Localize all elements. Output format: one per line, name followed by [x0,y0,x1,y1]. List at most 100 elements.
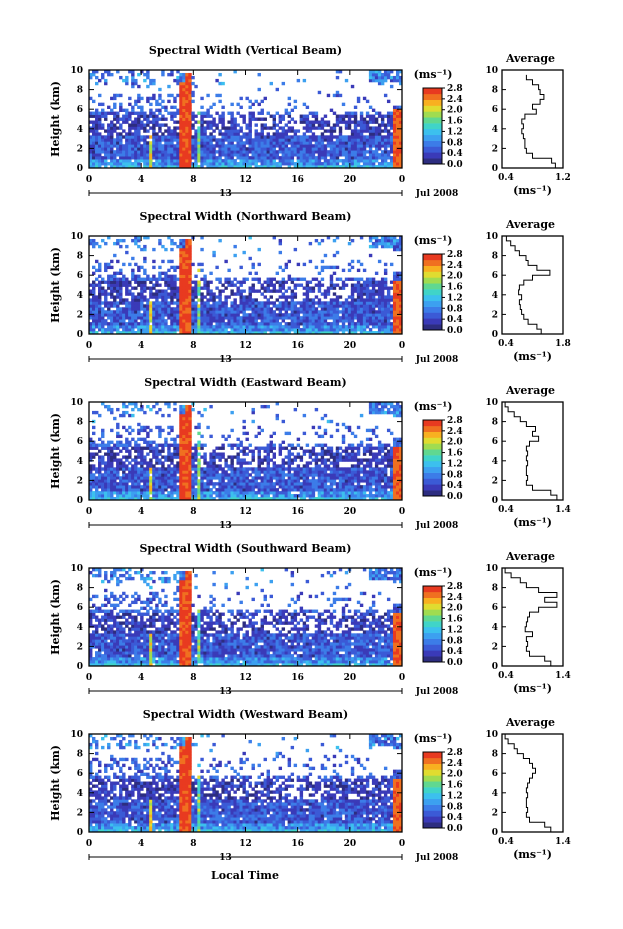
heatmap-cell [119,488,123,492]
heatmap-cell [365,111,370,115]
heatmap-cell [251,277,255,281]
heatmap-cell [110,280,114,284]
heatmap-cell [110,265,114,270]
heatmap-cell [161,304,165,308]
heatmap-cell [122,425,126,430]
heatmap-cell [134,150,138,154]
heatmap-cell [197,452,201,456]
heatmap-cell [185,325,189,329]
heatmap-cell [221,310,225,314]
heatmap-cell [257,277,261,281]
heatmap-cell [317,147,322,151]
heatmap-cell [392,150,397,154]
heatmap-cell [293,132,298,136]
heatmap-cell [209,123,213,127]
heatmap-cell [167,473,171,477]
heatmap-cell [365,129,370,133]
heatmap-cell [278,120,283,124]
heatmap-cell [251,156,255,160]
heatmap-cell [257,138,261,142]
heatmap-cell [260,150,264,154]
heatmap-cell [299,319,304,323]
heatmap-cell [269,283,273,287]
heatmap-cell [398,156,403,160]
heatmap-cell [125,479,129,483]
heatmap-cell [149,458,153,462]
heatmap-cell [221,105,225,110]
heatmap-cell [134,102,138,107]
heatmap-cell [149,407,153,412]
heatmap-cell [233,310,237,314]
heatmap-cell [254,153,258,157]
heatmap-cell [125,491,129,495]
heatmap-cell [185,159,189,163]
heatmap-cell [146,72,150,77]
heatmap-cell [353,286,358,290]
heatmap-cell [176,313,180,317]
heatmap-cell [203,461,207,465]
heatmap-cell [227,322,231,326]
heatmap-cell [179,419,183,424]
heatmap-cell [134,301,138,305]
heatmap-cell [188,494,192,498]
heatmap-cell [263,319,267,323]
heatmap-cell [293,322,298,326]
heatmap-cell [179,455,183,459]
heatmap-cell [359,123,364,127]
heatmap-cell [278,325,283,329]
heatmap-cell [230,458,234,462]
heatmap-cell [209,289,213,293]
heatmap-cell [296,301,301,305]
heatmap-cell [98,135,102,139]
heatmap-cell [332,328,337,332]
heatmap-cell [305,129,310,133]
heatmap-cell [206,292,210,296]
heatmap-cell [305,156,310,160]
heatmap-cell [341,307,346,311]
heatmap-cell [137,244,141,249]
heatmap-cell [386,141,391,145]
heatmap-cell [239,292,243,296]
heatmap-cell [398,331,403,335]
heatmap-cell [209,313,213,317]
heatmap-cell [137,488,141,492]
heatmap-cell [398,81,403,86]
heatmap-cell [350,165,355,169]
heatmap-cell [332,286,337,290]
heatmap-cell [146,488,150,492]
heatmap-cell [182,331,186,335]
heatmap-cell [221,470,225,474]
heatmap-cell [197,479,201,483]
heatmap-cell [296,153,301,157]
heatmap-cell [311,307,316,311]
heatmap-cell [245,123,249,127]
heatmap-cell [347,310,352,314]
heatmap-cell [287,156,292,160]
heatmap-cell [254,162,258,166]
heatmap-cell [122,117,126,121]
heatmap-cell [143,289,147,293]
colorbar-tick-label: 1.2 [447,293,463,303]
heatmap-cell [368,277,373,281]
heatmap-cell [164,476,168,480]
heatmap-cell [194,153,198,157]
heatmap-cell [356,277,361,281]
heatmap-cell [119,135,123,139]
heatmap-cell [224,280,228,284]
heatmap-cell [335,150,340,154]
heatmap-cell [314,114,319,118]
heatmap-cell [362,280,367,284]
heatmap-cell [332,144,337,148]
heatmap-cell [164,437,168,442]
heatmap-cell [173,274,177,278]
heatmap-cell [374,150,379,154]
heatmap-cell [311,123,316,127]
heatmap-cell [347,138,352,142]
heatmap-cell [239,138,243,142]
heatmap-cell [182,437,186,442]
heatmap-cell [125,132,129,136]
colorbar-swatch [423,277,442,284]
heatmap-cell [89,446,93,450]
heatmap-cell [272,325,276,329]
heatmap-cell [257,262,261,267]
